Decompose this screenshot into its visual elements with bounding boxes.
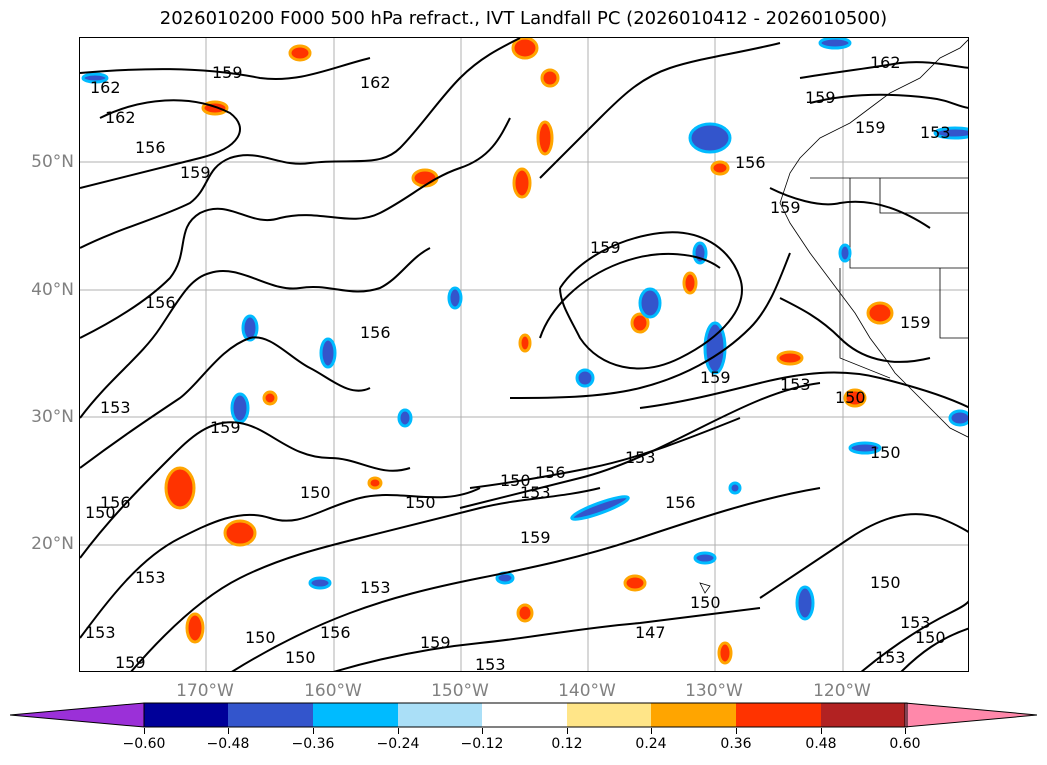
lat-label-40: 40°N — [31, 280, 74, 300]
colorbar-segment — [313, 703, 398, 727]
colorbar-tick-label: −0.24 — [376, 736, 420, 752]
colorbar-tick-label: 0.24 — [635, 736, 667, 752]
contour-label: 153 — [135, 568, 166, 587]
anomaly-fields — [81, 38, 968, 665]
contour-label: 150 — [915, 628, 946, 647]
contour-label: 150 — [690, 593, 721, 612]
lon-label-140w: 140°W — [558, 681, 616, 701]
contour-label: 156 — [100, 493, 131, 512]
contour-label: 153 — [85, 623, 116, 642]
lat-label-50: 50°N — [31, 152, 74, 172]
contour-label: 159 — [770, 198, 801, 217]
colorbar-tick-label: −0.48 — [206, 736, 250, 752]
contour-label: 162 — [90, 78, 121, 97]
colorbar-tick-label: 0.36 — [720, 736, 752, 752]
contour-label: 159 — [900, 313, 931, 332]
contour-labels: 162 159 162 156 159 162 159 162 159 159 … — [85, 53, 951, 672]
lat-label-20: 20°N — [31, 534, 74, 554]
colorbar-segment — [821, 703, 905, 727]
colorbar-extend-min — [10, 702, 145, 728]
contour-label: 159 — [212, 63, 243, 82]
contour-label: 159 — [700, 368, 731, 387]
contour-label: 156 — [360, 323, 391, 342]
contour-label: 153 — [920, 123, 951, 142]
contour-label: 159 — [210, 418, 241, 437]
contour-label: 156 — [535, 463, 566, 482]
contour-label: 150 — [500, 471, 531, 490]
contour-label: 150 — [85, 503, 116, 522]
lon-label-150w: 150°W — [431, 681, 489, 701]
lat-label-30: 30°N — [31, 407, 74, 427]
colorbar-tick-label: −0.12 — [460, 736, 504, 752]
colorbar-tick-label: 0.60 — [889, 736, 921, 752]
lon-label-160w: 160°W — [304, 681, 362, 701]
contour-label: 162 — [870, 53, 901, 72]
contour-label: 150 — [870, 443, 901, 462]
contour-label: 159 — [115, 653, 146, 672]
contour-label: 159 — [420, 633, 451, 652]
contour-label: 162 — [105, 108, 136, 127]
colorbar-tick-label: 0.48 — [805, 736, 837, 752]
contour-label: 156 — [735, 153, 766, 172]
colorbar-segment — [144, 703, 228, 727]
colorbar-tick-label: 0.12 — [551, 736, 583, 752]
colorbar-tick-label: −0.36 — [291, 736, 335, 752]
contour-label: 159 — [855, 118, 886, 137]
colorbar-segment — [482, 703, 567, 727]
contour-label: 159 — [590, 238, 621, 257]
contour-label: 156 — [145, 293, 176, 312]
contour-label: 153 — [875, 648, 906, 667]
contour-label: 150 — [870, 573, 901, 592]
graticule — [80, 38, 968, 671]
colorbar-segment — [567, 703, 651, 727]
colorbar-segment — [736, 703, 821, 727]
contour-label: 153 — [625, 448, 656, 467]
lon-label-170w: 170°W — [176, 681, 234, 701]
contour-label: 156 — [665, 493, 696, 512]
map-canvas: 162 159 162 156 159 162 159 162 159 159 … — [80, 38, 968, 672]
colorbar-segment — [228, 703, 313, 727]
colorbar-tick-label: −0.60 — [122, 736, 166, 752]
contour-label: 150 — [405, 493, 436, 512]
lon-label-120w: 120°W — [813, 681, 871, 701]
contour-lines — [80, 38, 968, 671]
contour-label: 150 — [835, 388, 866, 407]
colorbar-segment — [651, 703, 736, 727]
contour-label: 150 — [245, 628, 276, 647]
lon-label-130w: 130°W — [685, 681, 743, 701]
contour-label: 147 — [635, 623, 666, 642]
contour-label: 159 — [180, 163, 211, 182]
contour-label: 162 — [360, 73, 391, 92]
contour-label: 159 — [805, 88, 836, 107]
contour-label: 156 — [135, 138, 166, 157]
contour-label: 153 — [900, 613, 931, 632]
contour-label: 153 — [360, 578, 391, 597]
contour-label: 153 — [100, 398, 131, 417]
contour-label: 153 — [780, 375, 811, 394]
colorbar-segment — [398, 703, 482, 727]
contour-label: 150 — [300, 483, 331, 502]
colorbar — [10, 702, 1037, 728]
map-panel: 162 159 162 156 159 162 159 162 159 159 … — [79, 37, 969, 672]
contour-label: 150 — [285, 648, 316, 667]
map-title: 2026010200 F000 500 hPa refract., IVT La… — [159, 8, 888, 29]
contour-label: 153 — [475, 655, 506, 672]
colorbar-extend-max — [904, 702, 1037, 728]
contour-label: 153 — [520, 483, 551, 502]
contour-label: 156 — [320, 623, 351, 642]
contour-label: 159 — [520, 528, 551, 547]
